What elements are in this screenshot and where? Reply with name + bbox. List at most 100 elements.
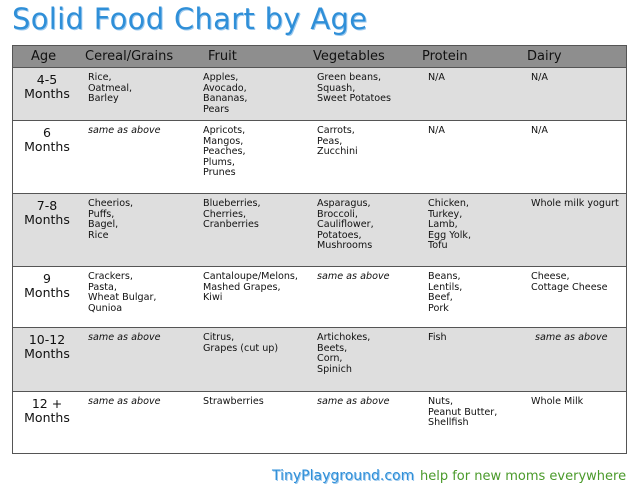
food-item: Broccoli,: [317, 208, 358, 220]
food-item: Peanut Butter,: [428, 406, 498, 418]
food-cell: Citrus, Grapes (cut up): [203, 332, 279, 354]
age-line: 12 +: [31, 396, 63, 411]
food-item: Whole milk yogurt: [531, 198, 619, 209]
food-cell: Artichokes, Beets, Corn, Spinich: [317, 332, 371, 375]
age-line: 7-8: [36, 198, 58, 213]
tagline: help for new moms everywhere: [420, 469, 627, 484]
food-cell: Rice, Oatmeal, Barley: [88, 72, 132, 105]
same-note: same as above: [88, 332, 161, 343]
age-cell: 4-5 Months: [13, 73, 81, 101]
table-row: 9 Months Crackers, Pasta, Wheat Bulgar, Qunio…: [13, 266, 626, 327]
table-row: 10-12 Months same as above Citrus, Grapes (c…: [13, 327, 626, 391]
age-cell: 12 + Months: [13, 397, 81, 425]
food-cell: N/A: [531, 72, 548, 84]
food-item: Cantaloupe/Melons,: [203, 271, 298, 282]
age-cell: 9 Months: [13, 272, 81, 300]
same-note: same as above: [317, 396, 390, 407]
food-item: N/A: [428, 125, 445, 136]
column-header: Fruit: [208, 49, 237, 64]
age-line: Months: [24, 139, 70, 154]
food-cell: N/A: [531, 125, 548, 137]
food-item: Whole Milk: [531, 396, 584, 407]
food-item: Cheese,: [531, 271, 570, 282]
column-header: Cereal/Grains: [85, 49, 174, 64]
food-item: Mashed Grapes,: [203, 281, 281, 293]
food-item: Puffs,: [88, 208, 115, 220]
food-item: Egg Yolk,: [428, 229, 472, 241]
food-item: N/A: [531, 72, 548, 83]
food-item: Tofu: [428, 240, 448, 252]
column-header: Vegetables: [313, 49, 385, 64]
food-item: Peaches,: [203, 146, 246, 158]
age-cell: 7-8 Months: [13, 199, 81, 227]
food-cell: Green beans, Squash, Sweet Potatoes: [317, 72, 392, 105]
age-line: 10-12: [28, 332, 66, 347]
food-item: Green beans,: [317, 72, 382, 83]
food-item: Fish: [428, 332, 447, 343]
food-item: Spinich: [317, 363, 352, 375]
food-item: Chicken,: [428, 198, 469, 209]
same-note: same as above: [88, 396, 161, 407]
food-item: Nuts,: [428, 396, 454, 407]
age-line: 4-5: [36, 72, 58, 87]
food-item: Beets,: [317, 342, 348, 354]
food-item: Plums,: [203, 156, 235, 168]
food-item: Bananas,: [203, 93, 248, 105]
food-item: Barley: [88, 93, 119, 105]
column-header: Protein: [422, 49, 468, 64]
food-item: Cheerios,: [88, 198, 134, 209]
food-item: Carrots,: [317, 125, 355, 136]
same-note: same as above: [535, 332, 608, 343]
food-cell: Apples, Avocado, Bananas, Pears: [203, 72, 248, 115]
food-cell: N/A: [428, 125, 445, 137]
food-cell: Chicken, Turkey, Lamb, Egg Yolk, Tofu: [428, 198, 472, 252]
age-line: Months: [24, 410, 70, 425]
food-item: Mangos,: [203, 135, 244, 147]
food-item: Artichokes,: [317, 332, 371, 343]
food-item: Kiwi: [203, 292, 223, 304]
food-item: N/A: [428, 72, 445, 83]
food-item: Cherries,: [203, 208, 247, 220]
food-cell: Apricots, Mangos, Peaches, Plums, Prunes: [203, 125, 246, 179]
food-item: Qunioa: [88, 302, 123, 314]
food-cell: Beans, Lentils, Beef, Pork: [428, 271, 462, 314]
food-item: Strawberries: [203, 396, 264, 407]
food-item: Shellfish: [428, 417, 469, 429]
food-cell: Asparagus, Broccoli, Cauliflower, Potatoes,…: [317, 198, 374, 252]
age-line: 9: [43, 271, 51, 286]
food-item: Sweet Potatoes: [317, 93, 392, 105]
food-cell: Fish: [428, 332, 447, 344]
title: Solid Food Chart by Age: [12, 2, 368, 36]
food-cell: Cheerios, Puffs, Bagel, Rice: [88, 198, 134, 241]
age-cell: 6 Months: [13, 126, 81, 154]
age-line: Months: [24, 346, 70, 361]
food-cell: Strawberries: [203, 396, 264, 408]
column-header: Dairy: [527, 49, 562, 64]
column-header: Age: [31, 49, 57, 64]
food-item: Apples,: [203, 72, 239, 83]
food-item: Grapes (cut up): [203, 342, 279, 354]
food-item: Avocado,: [203, 82, 247, 94]
food-item: Peas,: [317, 135, 343, 147]
food-item: Rice,: [88, 72, 112, 83]
age-line: 6: [43, 125, 51, 140]
food-item: Pork: [428, 302, 449, 314]
food-item: Squash,: [317, 82, 356, 94]
food-cell: Cantaloupe/Melons, Mashed Grapes, Kiwi: [203, 271, 298, 304]
table-row: 7-8 Months Cheerios, Puffs, Bagel, Rice Bluebe…: [13, 193, 626, 266]
food-cell: Carrots, Peas, Zucchini: [317, 125, 358, 158]
food-cell: N/A: [428, 72, 445, 84]
table-row: 4-5 Months Rice, Oatmeal, Barley Apples, Avoca…: [13, 67, 626, 120]
food-item: Pasta,: [88, 281, 117, 293]
food-item: Lamb,: [428, 219, 458, 231]
table-row: 12 + Months same as above Strawberries same …: [13, 391, 626, 454]
food-cell: Cheese, Cottage Cheese: [531, 271, 608, 293]
food-cell: Whole Milk: [531, 396, 584, 408]
food-item: N/A: [531, 125, 548, 136]
food-item: Apricots,: [203, 125, 246, 136]
same-note: same as above: [317, 271, 390, 282]
age-line: Months: [24, 285, 70, 300]
food-item: Blueberries,: [203, 198, 261, 209]
age-line: Months: [24, 86, 70, 101]
